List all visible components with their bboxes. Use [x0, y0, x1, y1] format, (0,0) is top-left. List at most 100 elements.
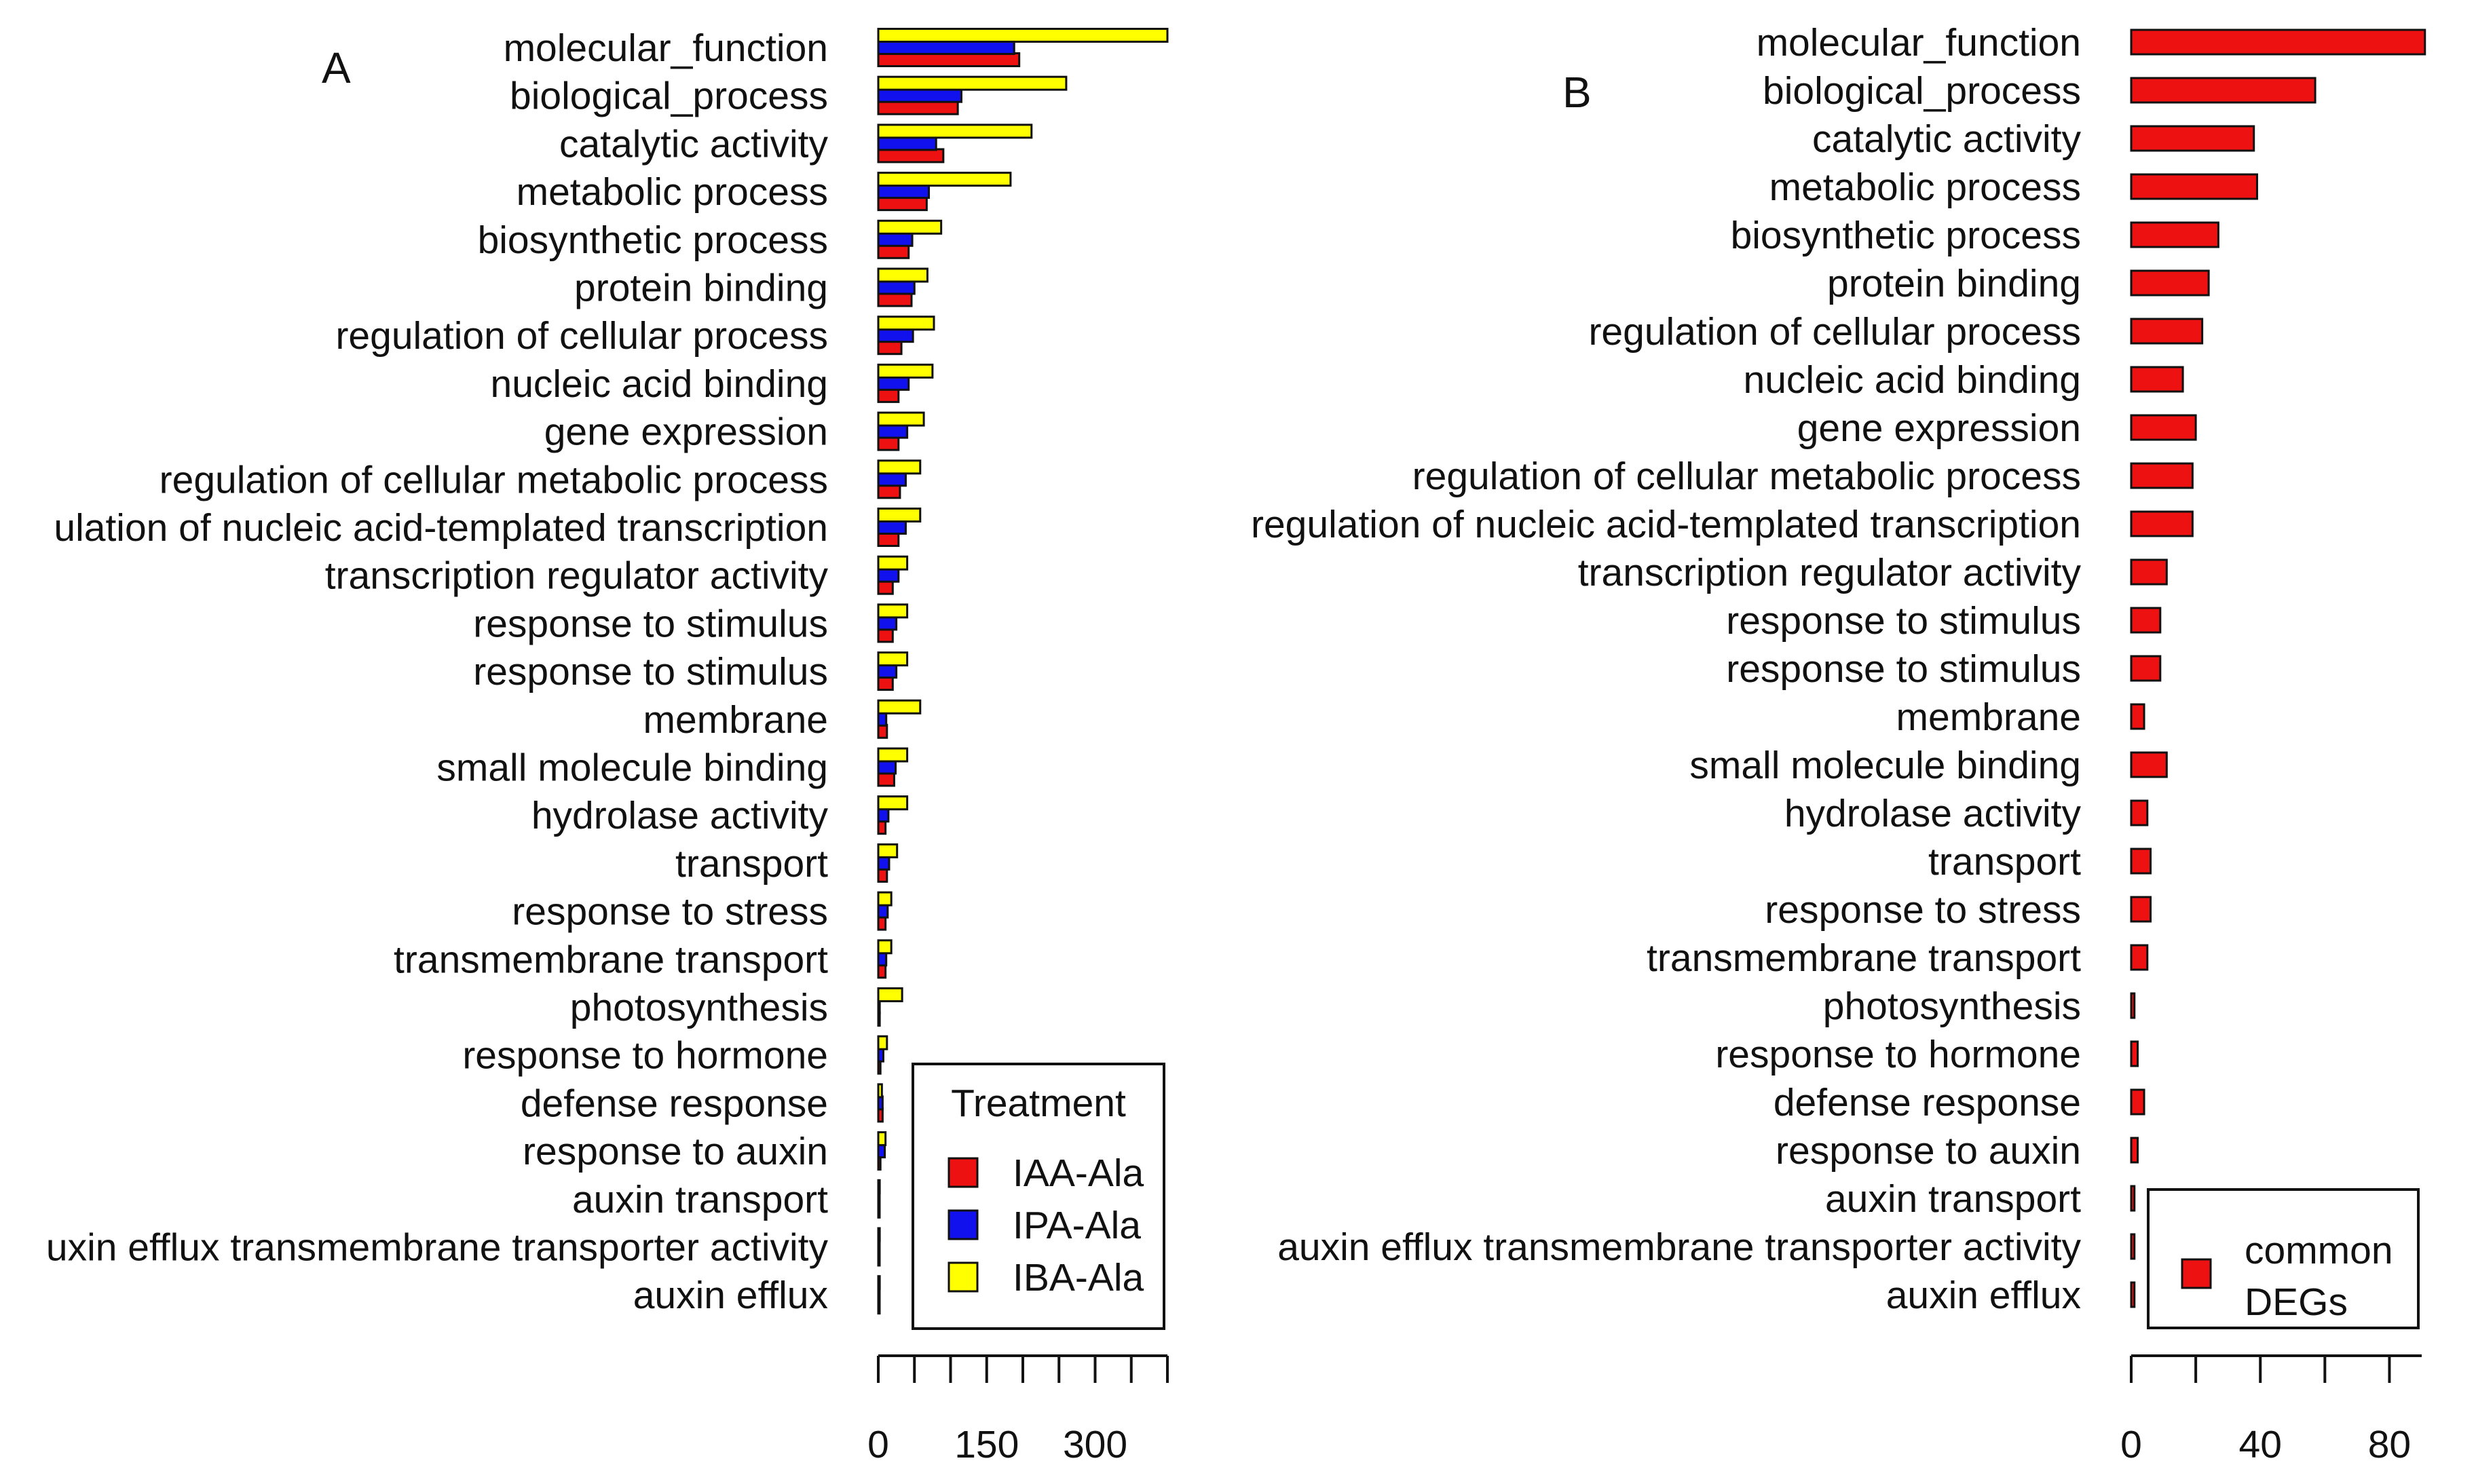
category-label-biosynthetic-process: biosynthetic process — [478, 218, 828, 262]
category-label-transmembrane-transport: transmembrane transport — [1647, 936, 2081, 980]
category-label-response-to-hormone: response to hormone — [1715, 1033, 2081, 1076]
category-label-regulation-of-cellular-process: regulation of cellular process — [1588, 310, 2081, 354]
category-label-defense-response: defense response — [521, 1082, 828, 1125]
bar-ipa-ala-auxin-efflux — [877, 1287, 881, 1303]
category-label-small-molecule-binding: small molecule binding — [1689, 744, 2081, 787]
legend-title: Treatment — [951, 1082, 1126, 1125]
category-label-gene-expression: gene expression — [544, 411, 828, 454]
bar-common-degs-regulation-of-cellular-process — [2130, 318, 2204, 345]
category-label-membrane: membrane — [1896, 696, 2081, 739]
bar-iaa-ala-defense-response — [877, 1107, 884, 1123]
bar-iba-ala-membrane — [877, 699, 922, 715]
category-label-response-to-stimulus: response to stimulus — [1726, 599, 2081, 643]
bar-iaa-ala-hydrolase-activity — [877, 820, 887, 835]
bar-iaa-ala-response-to-stress — [877, 915, 887, 931]
legend-swatch-iaa-ala — [948, 1157, 979, 1188]
bar-ipa-ala-transport — [877, 855, 890, 871]
legend-swatch-common-degs — [2181, 1258, 2212, 1289]
legend-label-ipa-ala: IPA-Ala — [1013, 1204, 1141, 1247]
bar-iba-ala-regulation-of-cellular-metabolic-process — [877, 459, 922, 475]
bar-ipa-ala-catalytic-activity — [877, 136, 937, 151]
bar-ipa-ala-membrane — [877, 711, 888, 727]
category-label-metabolic-process: metabolic process — [517, 170, 828, 214]
bar-iba-ala-defense-response — [877, 1083, 883, 1099]
legend-swatch-iba-ala — [948, 1261, 979, 1293]
bar-iaa-ala-membrane — [877, 723, 888, 739]
legend-label-iba-ala: IBA-Ala — [1013, 1256, 1144, 1299]
bar-ipa-ala-nucleic-acid-binding — [877, 375, 910, 391]
bar-common-degs-gene-expression — [2130, 414, 2197, 441]
category-label-response-to-auxin: response to auxin — [1776, 1129, 2081, 1173]
bar-common-degs-catalytic-activity — [2130, 125, 2255, 152]
bar-common-degs-biosynthetic-process — [2130, 221, 2219, 248]
bar-ipa-ala-response-to-stimulus — [877, 615, 898, 631]
bar-iba-ala-metabolic-process — [877, 172, 1012, 187]
legend-label-iaa-ala: IAA-Ala — [1013, 1152, 1144, 1195]
bar-iba-ala-transport — [877, 843, 899, 858]
bar-ipa-ala-hydrolase-activity — [877, 807, 890, 823]
bar-common-degs-photosynthesis — [2130, 992, 2136, 1019]
bar-ipa-ala-auxin-transport — [877, 1191, 881, 1206]
bar-iaa-ala-protein-binding — [877, 292, 913, 307]
bar-iba-ala-regulation-of-cellular-process — [877, 316, 935, 331]
bar-common-degs-response-to-stimulus — [2130, 607, 2162, 634]
bar-iba-ala-protein-binding — [877, 267, 928, 283]
bar-ipa-ala-biological-process — [877, 88, 962, 103]
category-label-auxin-efflux: auxin efflux — [1886, 1274, 2081, 1317]
category-label-regulation-of-cellular-metabolic-process: regulation of cellular metabolic process — [160, 458, 828, 501]
bar-iba-ala-biosynthetic-process — [877, 219, 943, 235]
category-label-regulation-of-cellular-metabolic-process: regulation of cellular metabolic process — [1412, 455, 2081, 498]
panel-a-x-axis: 0 150 300 — [867, 1354, 1169, 1466]
bar-common-degs-auxin-transport — [2130, 1185, 2136, 1212]
bar-common-degs-regulation-of-cellular-metabolic-process — [2130, 462, 2194, 489]
bar-common-degs-nucleic-acid-binding — [2130, 366, 2184, 393]
category-label-protein-binding: protein binding — [1827, 262, 2081, 305]
bar-iba-ala-small-molecule-binding — [877, 747, 909, 763]
category-label-catalytic-activity: catalytic activity — [1812, 117, 2081, 161]
bar-iba-ala-regulation-of-nucleic-acid-templated-transcription — [877, 508, 922, 522]
legend-swatch-ipa-ala — [948, 1209, 979, 1240]
panel-a-bars — [877, 28, 1169, 1315]
bar-ipa-ala-response-to-auxin — [877, 1143, 886, 1159]
category-label-response-to-stimulus: response to stimulus — [473, 602, 828, 645]
bar-common-degs-transmembrane-transport — [2130, 944, 2149, 971]
bar-iba-ala-auxin-transport — [877, 1179, 881, 1194]
bar-iba-ala-transcription-regulator-activity — [877, 555, 909, 571]
category-label-auxin-efflux: auxin efflux — [633, 1274, 828, 1317]
bar-iaa-ala-regulation-of-cellular-process — [877, 340, 903, 356]
bar-iaa-ala-catalytic-activity — [877, 148, 945, 164]
category-label-regulation-of-nucleic-acid-templated-transcription: ulation of nucleic acid-templated transc… — [54, 506, 828, 550]
bar-iaa-ala-nucleic-acid-binding — [877, 387, 900, 403]
legend-label-degs: DEGs — [2245, 1280, 2348, 1324]
category-label-transport: transport — [675, 842, 828, 886]
bar-iaa-ala-biological-process — [877, 100, 959, 115]
bar-ipa-ala-auxin-efflux-transmembrane-transporter-activity — [877, 1239, 881, 1255]
bar-common-degs-molecular-function — [2130, 28, 2426, 56]
bar-iba-ala-auxin-efflux — [877, 1275, 881, 1291]
bar-common-degs-protein-binding — [2130, 269, 2210, 297]
bar-iba-ala-nucleic-acid-binding — [877, 363, 934, 379]
bar-ipa-ala-biosynthetic-process — [877, 231, 914, 247]
category-label-nucleic-acid-binding: nucleic acid binding — [1744, 358, 2082, 402]
bar-iba-ala-hydrolase-activity — [877, 795, 909, 811]
category-label-response-to-auxin: response to auxin — [523, 1130, 828, 1173]
bar-common-degs-biological-process — [2130, 77, 2316, 104]
panel-b-label: B — [1562, 68, 1592, 117]
bar-iaa-ala-gene-expression — [877, 436, 900, 451]
panel-a-chart: A molecular_function biological_processca… — [46, 26, 1169, 1466]
bar-iba-ala-response-to-hormone — [877, 1035, 888, 1050]
category-label-gene-expression: gene expression — [1797, 406, 2081, 450]
bar-ipa-ala-metabolic-process — [877, 184, 931, 199]
bar-iaa-ala-regulation-of-nucleic-acid-templated-transcription — [877, 532, 900, 547]
bar-common-degs-response-to-hormone — [2130, 1040, 2139, 1067]
bar-common-degs-defense-response — [2130, 1088, 2145, 1116]
bar-iba-ala-gene-expression — [877, 411, 925, 427]
category-label-regulation-of-cellular-process: regulation of cellular process — [335, 314, 828, 358]
bar-common-degs-metabolic-process — [2130, 173, 2258, 200]
category-label-response-to-hormone: response to hormone — [462, 1034, 828, 1078]
bar-common-degs-auxin-efflux-transmembrane-transporter-activity — [2130, 1233, 2136, 1260]
x-tick-label-40: 40 — [2239, 1423, 2282, 1466]
category-label-hydrolase-activity: hydrolase activity — [531, 794, 829, 837]
bar-common-degs-small-molecule-binding — [2130, 751, 2168, 778]
